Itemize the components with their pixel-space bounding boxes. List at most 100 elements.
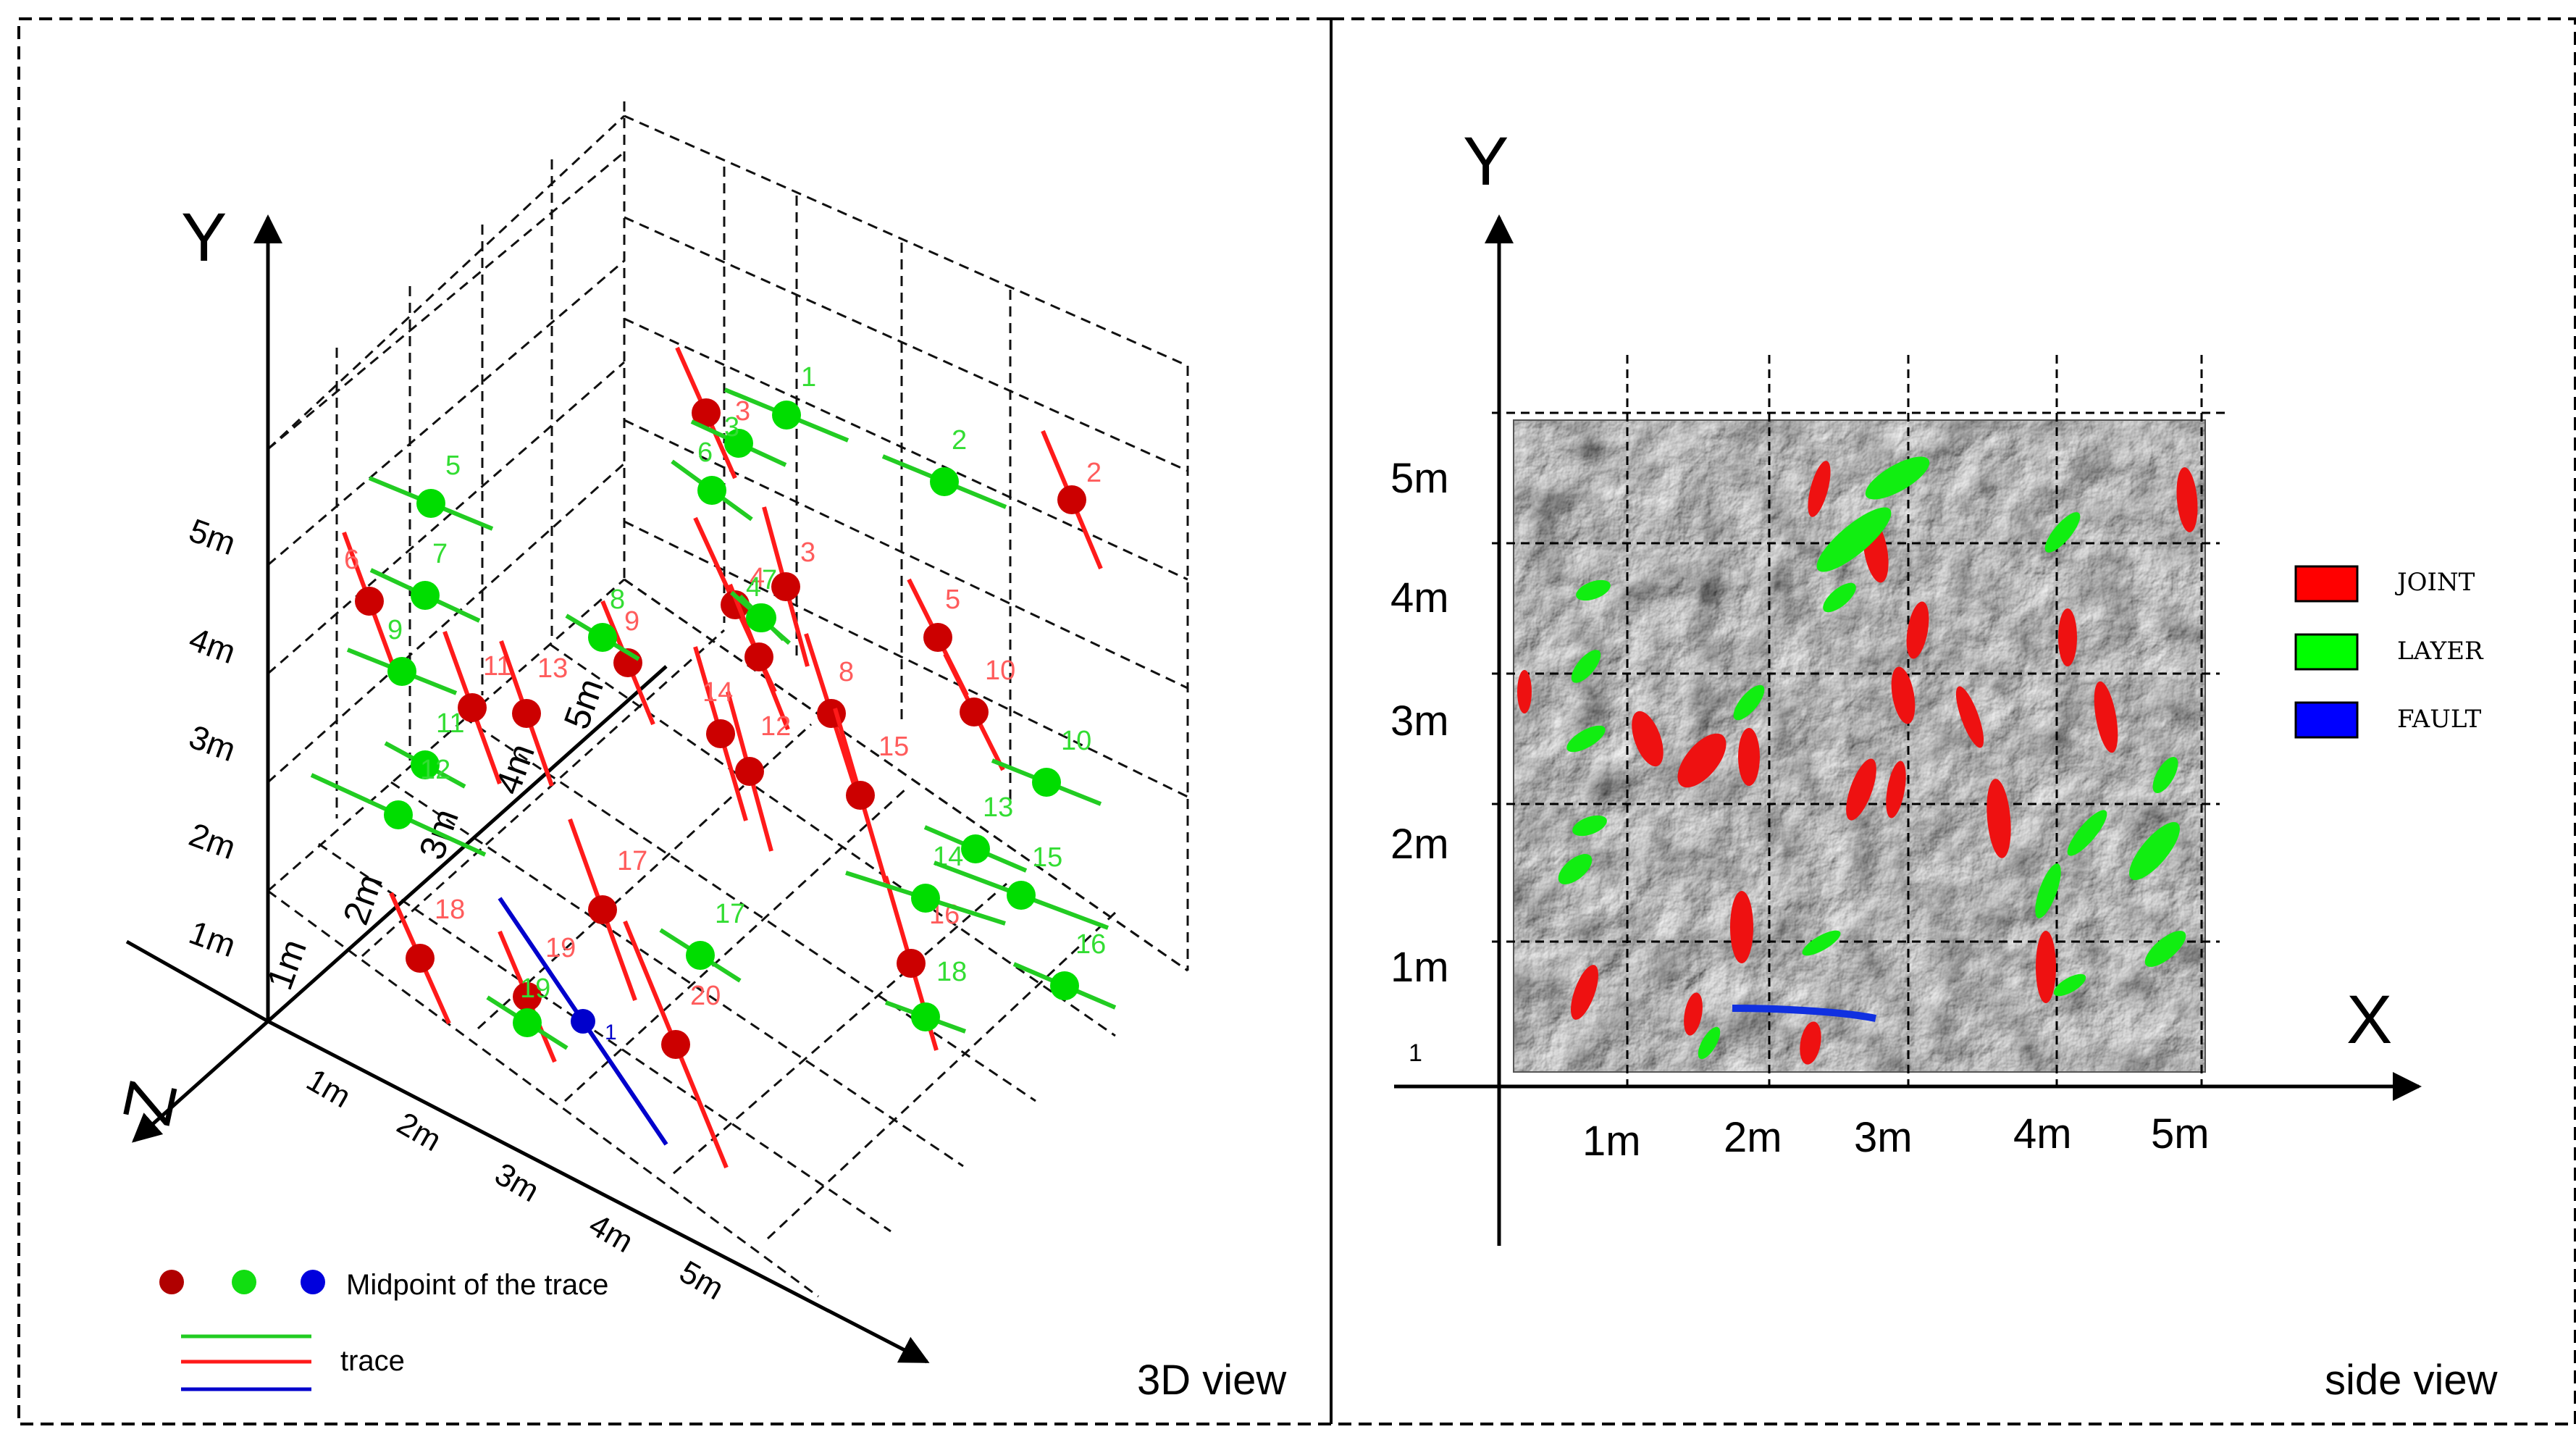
layer-trace-midpoint: [411, 750, 440, 779]
legend-midpoint-label: Midpoint of the trace: [346, 1269, 608, 1301]
layer-patch: [1823, 582, 1856, 613]
joint-trace-midpoint: [692, 398, 721, 427]
layer-trace-label: 6: [697, 437, 713, 468]
legend-layer-swatch: [2294, 633, 2359, 671]
joint-patch: [2176, 467, 2198, 532]
layer-trace-label: 17: [715, 899, 745, 929]
layer-patch: [1733, 684, 1765, 721]
legend-fault-text: FAULT: [2397, 705, 2482, 734]
3d-y-tick: 5m: [185, 511, 241, 563]
joint-patch: [1846, 758, 1876, 821]
3d-x-tick: 3m: [489, 1156, 545, 1209]
layer-trace-midpoint: [911, 1002, 940, 1031]
layer-trace-midpoint: [686, 941, 715, 970]
joint-trace-label: 18: [435, 895, 465, 925]
joint-patch: [1955, 686, 1984, 748]
joint-trace-label: 15: [878, 732, 909, 762]
side-y-ticks: 1m 2m 3m 4m 5m: [1390, 455, 1449, 991]
joint-trace-label: 3: [800, 537, 815, 568]
3d-traces: 3234567891011121314151617181920125678910…: [310, 346, 1117, 1169]
legend-trace-label: trace: [340, 1345, 405, 1377]
joint-trace-midpoint: [923, 623, 952, 652]
layer-trace-label: 19: [520, 973, 550, 1004]
layer-trace-label: 12: [420, 755, 450, 785]
joint-patch: [1632, 711, 1664, 767]
joint-trace-midpoint: [661, 1030, 690, 1059]
3d-y-tick: 2m: [185, 816, 241, 867]
side-x-tick: 5m: [2151, 1110, 2210, 1157]
layer-trace-midpoint: [387, 657, 416, 686]
layer-trace-label: 7: [432, 539, 448, 569]
layer-patch: [1865, 456, 1930, 500]
3d-y-tick: 3m: [185, 718, 241, 769]
joint-trace-label: 10: [985, 656, 1015, 686]
3d-grid: [267, 101, 1189, 1298]
layer-patch: [1566, 725, 1606, 753]
joint-trace-midpoint: [960, 698, 989, 726]
joint-trace-label: 2: [1086, 458, 1102, 488]
layer-trace-midpoint: [930, 467, 959, 496]
layer-patch: [1698, 1026, 1721, 1060]
layer-trace-label: 3: [724, 412, 739, 443]
layer-patch: [1571, 650, 1601, 683]
layer-trace-midpoint: [588, 623, 617, 652]
3d-x-tick: 4m: [583, 1207, 639, 1260]
side-x-ticks: 1m 2m 3m 4m 5m: [1582, 1110, 2210, 1165]
joint-trace-label: 9: [624, 606, 639, 637]
layer-trace-midpoint: [1007, 881, 1036, 910]
layer-trace-label: 1: [801, 362, 816, 393]
joint-trace-midpoint: [513, 982, 542, 1011]
joint-trace-midpoint: [771, 572, 800, 601]
joint-patch: [1738, 728, 1760, 786]
layer-patch: [2053, 973, 2086, 997]
3d-x-tick: 2m: [391, 1105, 447, 1158]
3d-y-axis-label: Y: [181, 199, 227, 276]
joint-trace-label: 6: [344, 545, 359, 575]
joint-patch: [2058, 608, 2077, 666]
legend-joint-text: JOINT: [2395, 568, 2475, 597]
joint-trace-label: 14: [702, 677, 733, 708]
side-origin-label: 1: [1409, 1039, 1422, 1067]
joint-trace-label: 12: [760, 711, 791, 742]
fault-patch: [1732, 1005, 1876, 1022]
side-view-caption: side view: [2325, 1357, 2499, 1404]
side-grid: [1492, 355, 2227, 1086]
joint-trace-midpoint: [897, 949, 926, 978]
layer-trace-midpoint: [513, 1008, 542, 1037]
fault-trace-label: 1: [605, 1021, 617, 1044]
side-y-tick: 4m: [1390, 574, 1449, 621]
layer-patch: [1802, 930, 1841, 956]
layer-trace-label: 5: [445, 451, 461, 481]
side-axes: [1394, 214, 2422, 1246]
layer-trace-label: 8: [610, 585, 625, 615]
joint-patch: [1906, 601, 1929, 659]
3d-x-tick: 5m: [674, 1254, 729, 1307]
legend-joint-swatch: [2294, 565, 2359, 603]
layer-trace-midpoint: [697, 476, 726, 505]
joint-patch: [1986, 779, 2011, 858]
side-x-tick: 2m: [1724, 1114, 1782, 1161]
joint-trace-midpoint: [744, 642, 773, 671]
layer-trace-midpoint: [961, 834, 990, 863]
3d-legend: Midpoint of the trace trace: [159, 1269, 608, 1391]
side-legend: JOINT LAYER FAULT: [2294, 565, 2484, 739]
side-view-panel: Y X 1m 2m 3m 4m 5m 1m 2m 3m 4m 5m 1 JOIN…: [1390, 123, 2499, 1404]
joint-trace-label: 5: [945, 585, 960, 615]
side-y-axis-label: Y: [1463, 123, 1509, 200]
layer-trace-label: 15: [1032, 842, 1062, 873]
joint-trace-label: 19: [545, 933, 576, 963]
layer-trace-midpoint: [411, 581, 440, 610]
side-y-tick: 2m: [1390, 821, 1449, 868]
joint-trace-label: 17: [617, 846, 647, 876]
joint-trace-midpoint: [355, 587, 384, 616]
fault-trace-midpoint: [571, 1009, 595, 1034]
3d-y-tick: 4m: [185, 620, 241, 671]
layer-trace-label: 13: [983, 792, 1013, 823]
joint-patch: [1517, 670, 1532, 713]
layer-trace-label: 11: [436, 708, 464, 739]
joint-patch: [1891, 666, 1916, 724]
layer-trace-label: 2: [952, 425, 967, 456]
side-x-tick: 3m: [1854, 1114, 1913, 1161]
layer-trace-midpoint: [1050, 971, 1079, 1000]
